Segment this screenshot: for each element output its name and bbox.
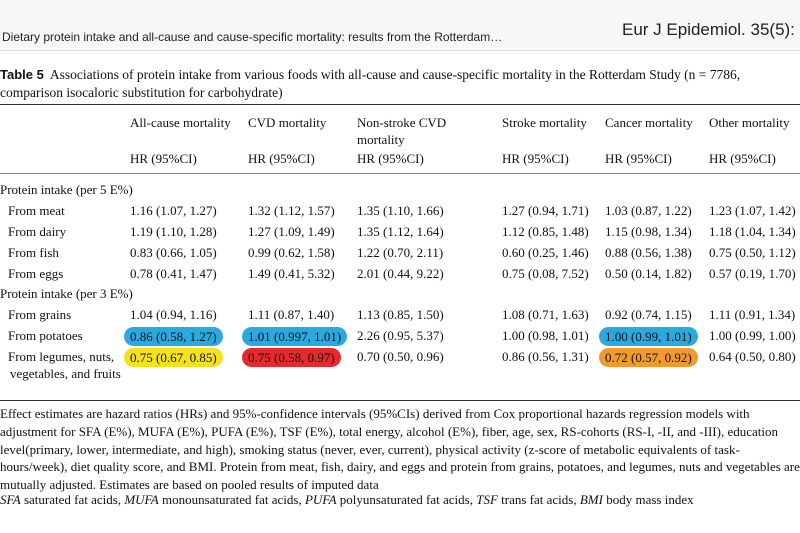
column-subheader: HR (95%CI): [357, 151, 424, 166]
table-cell: 0.50 (0.14, 1.82): [605, 266, 692, 281]
abbreviation: MUFA: [124, 492, 159, 507]
table-cell: 0.72 (0.57, 0.92): [599, 348, 698, 367]
table-cell: 0.83 (0.66, 1.05): [130, 245, 217, 260]
table-cell: 1.32 (1.12, 1.57): [248, 203, 335, 218]
table-cell: 2.26 (0.95, 5.37): [357, 328, 444, 343]
table-cell: 1.00 (0.99, 1.00): [709, 328, 796, 343]
article-title: Dietary protein intake and all-cause and…: [2, 30, 503, 44]
table-cell: 1.19 (1.10, 1.28): [130, 224, 217, 239]
table-cell: 1.04 (0.94, 1.16): [130, 307, 217, 322]
table-cell: 1.12 (0.85, 1.48): [502, 224, 589, 239]
table-cell: 1.01 (0.997, 1.01): [242, 327, 348, 346]
abbreviation-text: monounsaturated fat acids,: [162, 492, 302, 507]
column-header: Stroke mortality: [502, 115, 587, 130]
rule: [0, 173, 800, 174]
caption-text: Associations of protein intake from vari…: [0, 67, 741, 100]
table-cell: 1.15 (0.98, 1.34): [605, 224, 692, 239]
abbreviation-text: saturated fat acids,: [23, 492, 122, 507]
section-title: Protein intake (per 5 E%): [0, 182, 133, 197]
table-cell: 0.92 (0.74, 1.15): [605, 307, 692, 322]
footnote: Effect estimates are hazard ratios (HRs)…: [0, 406, 800, 493]
table-cell: 1.18 (1.04, 1.34): [709, 224, 796, 239]
table-cell: 1.35 (1.10, 1.66): [357, 203, 444, 218]
table-cell: 0.60 (0.25, 1.46): [502, 245, 589, 260]
section-title: Protein intake (per 3 E%): [0, 286, 133, 301]
table-cell: 0.86 (0.56, 1.31): [502, 349, 589, 364]
table-cell: 0.70 (0.50, 0.96): [357, 349, 444, 364]
rule: [0, 400, 800, 401]
row-label: From fish: [8, 245, 59, 260]
table-cell: 1.13 (0.85, 1.50): [357, 307, 444, 322]
abbreviation: SFA: [0, 492, 21, 507]
row-label: From legumes, nuts, vegetables, and frui…: [8, 349, 121, 381]
table-cell: 0.75 (0.50, 1.12): [709, 245, 796, 260]
table-cell: 1.22 (0.70, 2.11): [357, 245, 444, 260]
table-cell: 0.88 (0.56, 1.38): [605, 245, 692, 260]
abbreviation: PUFA: [304, 492, 337, 507]
table-cell: 0.78 (0.41, 1.47): [130, 266, 217, 281]
table-cell: 1.08 (0.71, 1.63): [502, 307, 589, 322]
table-cell: 1.27 (0.94, 1.71): [502, 203, 589, 218]
table-cell: 1.27 (1.09, 1.49): [248, 224, 335, 239]
table-cell: 1.23 (1.07, 1.42): [709, 203, 796, 218]
row-label: From eggs: [8, 266, 64, 281]
abbreviation: TSF: [476, 492, 498, 507]
column-header: Non-stroke CVD mortality: [357, 115, 447, 147]
table-cell: 1.11 (0.87, 1.40): [248, 307, 335, 322]
table-label: Table 5: [0, 67, 44, 82]
table-cell: 1.16 (1.07, 1.27): [130, 203, 217, 218]
table-cell: 0.99 (0.62, 1.58): [248, 245, 335, 260]
abbreviations: SFA saturated fat acids, MUFA monounsatu…: [0, 491, 800, 509]
column-subheader: HR (95%CI): [709, 151, 776, 166]
abbreviation: BMI: [579, 492, 603, 507]
table-cell: 1.11 (0.91, 1.34): [709, 307, 796, 322]
column-header: CVD mortality: [248, 115, 327, 130]
table-cell: 0.64 (0.50, 0.80): [709, 349, 796, 364]
table-cell: 0.75 (0.08, 7.52): [502, 266, 589, 281]
column-header: All-cause mortality: [130, 115, 231, 130]
abbreviation-text: body mass index: [606, 492, 694, 507]
top-bar: [0, 0, 800, 51]
table-cell: 1.03 (0.87, 1.22): [605, 203, 692, 218]
abbreviation-text: polyunsaturated fat acids,: [339, 492, 473, 507]
row-label: From potatoes: [8, 328, 83, 343]
row-label: From dairy: [8, 224, 67, 239]
table-cell: 0.57 (0.19, 1.70): [709, 266, 796, 281]
rule: [0, 104, 800, 105]
row-label: From grains: [8, 307, 72, 322]
column-header: Cancer mortality: [605, 115, 693, 130]
table-cell: 2.01 (0.44, 9.22): [357, 266, 444, 281]
column-subheader: HR (95%CI): [248, 151, 315, 166]
table-cell: 0.86 (0.58, 1.27): [124, 327, 223, 346]
table-cell: 1.00 (0.98, 1.01): [502, 328, 589, 343]
table-cell: 1.49 (0.41, 5.32): [248, 266, 335, 281]
column-subheader: HR (95%CI): [605, 151, 672, 166]
table-cell: 1.00 (0.99, 1.01): [599, 327, 698, 346]
column-subheader: HR (95%CI): [130, 151, 197, 166]
table-cell: 1.35 (1.12, 1.64): [357, 224, 444, 239]
abbreviation-text: trans fat acids,: [501, 492, 577, 507]
table-cell: 0.75 (0.67, 0.85): [124, 348, 223, 367]
column-subheader: HR (95%CI): [502, 151, 569, 166]
row-label: From meat: [8, 203, 65, 218]
journal-citation: Eur J Epidemiol. 35(5):: [622, 20, 795, 39]
table-cell: 0.75 (0.58, 0.97): [242, 348, 341, 367]
column-header: Other mortality: [709, 115, 790, 130]
table-caption: Table 5 Associations of protein intake fr…: [0, 66, 792, 102]
